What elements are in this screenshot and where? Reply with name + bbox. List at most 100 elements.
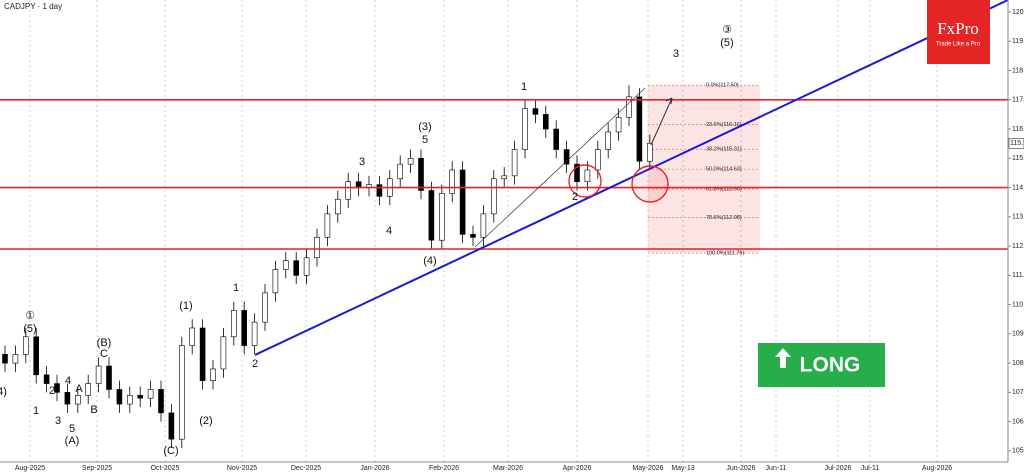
candle-body bbox=[158, 389, 164, 414]
x-tick-label: Dec-2025 bbox=[291, 465, 321, 472]
y-tick-label: 117.00 bbox=[1012, 97, 1024, 104]
candle-body bbox=[542, 114, 549, 130]
wave-label: 3 bbox=[359, 156, 365, 168]
wave-label: (5) bbox=[23, 323, 36, 335]
candle-body bbox=[210, 368, 216, 381]
wave-label: 2 bbox=[572, 191, 578, 203]
wave-label: (B) bbox=[97, 337, 112, 349]
candle-body bbox=[376, 184, 383, 197]
candle-body bbox=[168, 412, 175, 440]
candle-body bbox=[303, 257, 310, 276]
candle-body bbox=[418, 157, 424, 191]
candle-body bbox=[251, 321, 258, 346]
candle-body bbox=[220, 336, 227, 370]
support-circle bbox=[568, 164, 602, 198]
candle-body bbox=[594, 149, 601, 171]
y-tick-label: 109.00 bbox=[1012, 331, 1024, 338]
x-tick-label: Feb-2026 bbox=[429, 465, 459, 472]
forecast-arrow bbox=[650, 97, 673, 146]
candle-body bbox=[511, 149, 518, 177]
candle-body bbox=[262, 292, 268, 323]
wave-label: 4 bbox=[386, 225, 392, 237]
y-tick-label: 107.00 bbox=[1012, 389, 1024, 396]
candle-body bbox=[605, 131, 612, 150]
x-tick-label: Jan-2026 bbox=[360, 465, 389, 472]
candle-body bbox=[480, 213, 487, 238]
overlays: 115.514)①(5)1234A5(A)BC(B)(C)(1)(2)123(3… bbox=[0, 0, 1024, 457]
candle-body bbox=[584, 169, 591, 182]
wave-label: (1) bbox=[179, 300, 192, 312]
candle-body bbox=[95, 365, 102, 384]
last-price: 115.51 bbox=[1010, 140, 1024, 147]
candle-body bbox=[397, 163, 404, 180]
fib-label: 50.0%(114.63) bbox=[706, 167, 742, 173]
x-tick-label: May-13 bbox=[671, 465, 694, 472]
candle-body bbox=[636, 96, 643, 162]
candle-body bbox=[85, 383, 91, 396]
y-tick-label: 108.00 bbox=[1012, 360, 1024, 367]
wave-label: 1 bbox=[233, 282, 239, 294]
signal-text: LONG bbox=[800, 354, 861, 377]
logo-tagline: Trade Like a Pro bbox=[936, 42, 981, 48]
candle-body bbox=[64, 392, 71, 405]
last-price-box bbox=[1008, 138, 1024, 149]
y-tick-label: 112.00 bbox=[1012, 243, 1024, 250]
x-tick-label: May-2026 bbox=[632, 465, 663, 472]
wave-label: 2 bbox=[49, 385, 55, 397]
target-circle bbox=[631, 165, 669, 203]
candle-body bbox=[522, 108, 528, 150]
x-tick-label: Jun-2026 bbox=[726, 465, 755, 472]
fib-label: 100.0%(111.76) bbox=[706, 251, 744, 257]
logo-name: FxPro bbox=[937, 19, 979, 38]
wave-label: (2) bbox=[199, 415, 212, 427]
candle-body bbox=[324, 213, 331, 238]
wave-label: (5) bbox=[720, 37, 733, 49]
candle-body bbox=[106, 365, 112, 390]
candle-body bbox=[2, 354, 8, 364]
y-tick-label: 111.00 bbox=[1012, 272, 1024, 279]
wave-label: (4) bbox=[423, 255, 436, 267]
y-tick-label: 119.00 bbox=[1012, 38, 1024, 45]
x-tick-label: Oct-2025 bbox=[151, 465, 180, 472]
candle-body bbox=[54, 383, 60, 393]
logo-box bbox=[927, 0, 990, 64]
candle-body bbox=[501, 175, 508, 180]
y-tick-label: 118.00 bbox=[1012, 67, 1024, 74]
wave-label: ③ bbox=[722, 24, 732, 36]
candle-body bbox=[428, 190, 435, 241]
candle-body bbox=[241, 310, 247, 346]
candle-body bbox=[189, 327, 195, 346]
y-tick-label: 116.00 bbox=[1012, 126, 1024, 133]
channel-line bbox=[474, 87, 646, 248]
candle-body bbox=[293, 260, 300, 276]
candle-body bbox=[470, 234, 476, 238]
x-tick-label: Aug-2025 bbox=[15, 465, 45, 472]
x-tick-label: Aug-2026 bbox=[922, 465, 952, 472]
y-tick-label: 110.00 bbox=[1012, 301, 1024, 308]
wave-label: 5 bbox=[422, 134, 428, 146]
candle-body bbox=[355, 181, 362, 188]
wave-label: A bbox=[75, 383, 83, 395]
y-tick-label: 115.00 bbox=[1012, 155, 1024, 162]
candle-body bbox=[147, 389, 154, 399]
candle-body bbox=[553, 128, 560, 150]
fib-label: 23.6%(116.16) bbox=[706, 122, 742, 128]
candle-body bbox=[438, 193, 445, 241]
wave-label: 1 bbox=[521, 81, 527, 93]
candle-body bbox=[282, 260, 289, 270]
x-tick-label: Mar-2026 bbox=[493, 465, 523, 472]
candle-body bbox=[75, 394, 81, 405]
fib-label: 0.0%(117.50) bbox=[706, 83, 739, 89]
wave-label: B bbox=[90, 404, 97, 416]
candle-body bbox=[646, 143, 653, 162]
candle-body bbox=[459, 169, 466, 235]
candle-body bbox=[532, 108, 539, 115]
x-tick-label: Sep-2025 bbox=[82, 465, 112, 472]
y-tick-label: 114.00 bbox=[1012, 184, 1024, 191]
x-tick-label: Jul-2026 bbox=[825, 465, 852, 472]
candle-body bbox=[231, 310, 237, 338]
candle-body bbox=[449, 169, 456, 194]
candle-body bbox=[574, 163, 580, 182]
candles bbox=[2, 85, 653, 448]
